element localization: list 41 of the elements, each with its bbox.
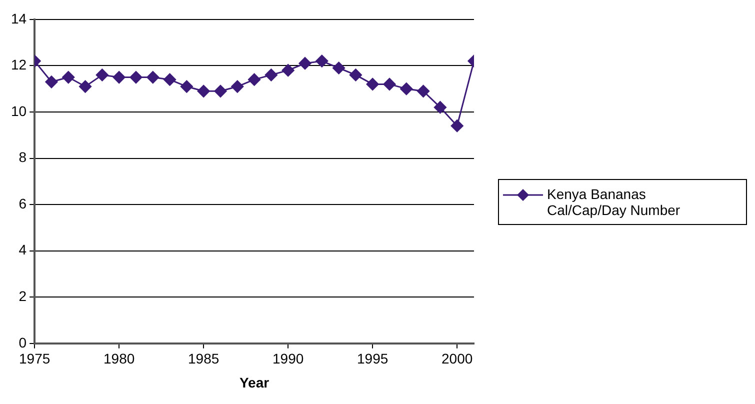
y-tick-label: 0 [18,334,27,350]
y-tick-label: 10 [10,102,27,119]
point [62,71,75,84]
x-axis-title: Year [239,374,270,390]
point [197,84,210,98]
y-tick-label: 14 [10,10,27,26]
point [298,57,312,70]
y-tick-label: 6 [18,195,27,212]
y-tick-label: 2 [18,288,27,304]
point [180,80,193,93]
x-tick-label: 1985 [188,350,220,367]
point [332,62,346,74]
point [214,84,227,98]
point [231,80,244,93]
point [164,73,176,86]
point [400,82,413,96]
x-tick-label: 2000 [442,350,473,367]
legend-label: Kenya Bananas Cal/Cap/Day Number [547,186,682,218]
point [79,80,92,93]
point [248,73,261,86]
x-tick-label: 1990 [272,350,304,367]
point [264,68,278,82]
x-tick-label: 1980 [104,350,135,367]
point [434,101,446,114]
point [450,120,464,132]
y-tick-label: 12 [10,56,27,73]
point [146,71,160,84]
point [96,68,108,82]
point [45,76,58,88]
point [130,71,142,84]
x-tick-label: 1995 [357,350,388,367]
point [383,78,396,90]
point [316,54,328,68]
y-tick-label: 4 [18,242,27,258]
point [417,84,430,98]
point [112,71,126,84]
point [282,64,294,77]
point [349,68,362,82]
point [366,78,379,90]
x-tick-label: 1975 [18,350,50,367]
y-tick-label: 8 [18,149,27,166]
